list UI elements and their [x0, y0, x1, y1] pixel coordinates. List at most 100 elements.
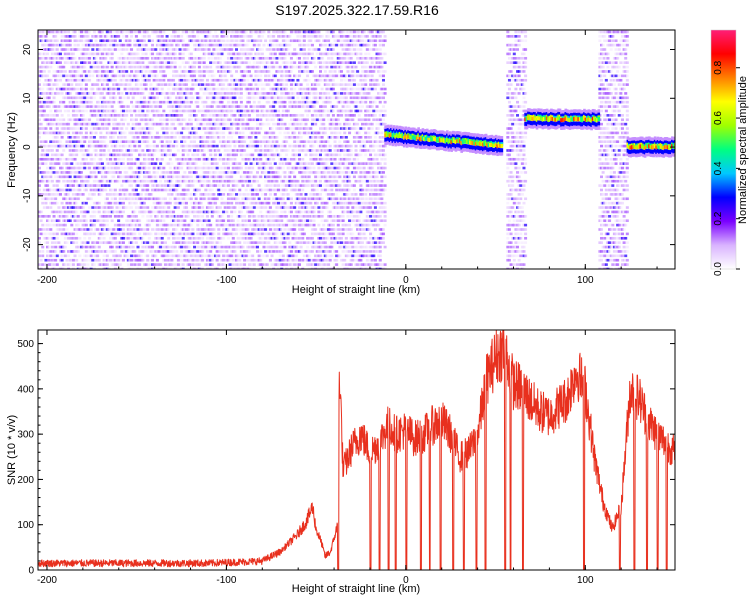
heatmap-cell — [181, 87, 185, 91]
heatmap-cell — [71, 30, 75, 34]
heatmap-cell — [46, 197, 50, 201]
heatmap-cell — [235, 184, 239, 187]
heatmap-cell — [239, 232, 243, 236]
heatmap-cell — [265, 197, 269, 201]
heatmap-cell — [133, 188, 137, 192]
heatmap-cell — [191, 65, 195, 69]
heatmap-cell — [217, 52, 221, 56]
heatmap-cell — [89, 122, 93, 126]
heatmap-cell — [165, 61, 169, 64]
heatmap-cell — [226, 245, 230, 249]
heatmap-cell — [102, 188, 106, 192]
heatmap-cell — [210, 114, 214, 117]
heatmap-cell — [239, 92, 243, 95]
heatmap-cell — [144, 87, 148, 91]
heatmap-cell — [275, 122, 279, 126]
heatmap-cell — [231, 96, 235, 100]
heatmap-cell — [67, 109, 71, 113]
heatmap-cell — [68, 188, 72, 192]
heatmap-cell — [133, 118, 137, 122]
heatmap-cell — [99, 48, 103, 51]
heatmap-cell — [133, 127, 137, 130]
heatmap-cell — [241, 118, 245, 122]
heatmap-cell — [139, 179, 143, 183]
heatmap-cell — [113, 131, 117, 135]
heatmap-cell — [146, 30, 150, 34]
heatmap-cell — [186, 144, 190, 148]
heatmap-cell — [146, 162, 150, 165]
heatmap-cell — [130, 254, 134, 258]
heatmap-cell — [207, 92, 211, 95]
heatmap-cell — [170, 162, 174, 165]
heatmap-cell — [247, 215, 251, 218]
heatmap-cell — [273, 193, 277, 196]
heatmap-cell — [225, 78, 229, 82]
heatmap-cell — [172, 114, 176, 117]
heatmap-cell — [160, 223, 164, 227]
heatmap-cell — [272, 201, 276, 205]
heatmap-cell — [163, 136, 167, 139]
heatmap-cell — [199, 250, 203, 253]
heatmap-cell — [226, 48, 230, 51]
heatmap-cell — [238, 83, 242, 86]
heatmap-cell — [112, 30, 116, 34]
heatmap-cell — [52, 96, 56, 100]
heatmap-cell — [188, 30, 192, 34]
heatmap-cell — [201, 241, 205, 244]
heatmap-cell — [102, 263, 106, 266]
heatmap-cell — [246, 39, 250, 43]
heatmap-cell — [96, 153, 100, 157]
heatmap-cell — [251, 175, 255, 179]
heatmap-cell — [238, 96, 242, 100]
heatmap-cell — [147, 100, 151, 104]
heatmap-cell — [55, 210, 59, 214]
heatmap-cell — [262, 56, 266, 60]
heatmap-cell — [144, 56, 148, 60]
heatmap-cell — [102, 267, 106, 269]
heatmap-cell — [71, 157, 75, 161]
heatmap-cell — [241, 105, 245, 108]
heatmap-cell — [186, 136, 190, 139]
heatmap-cell — [81, 48, 85, 51]
heatmap-cell — [188, 184, 192, 187]
heatmap-cell — [139, 118, 143, 122]
heatmap-cell — [173, 201, 177, 205]
heatmap-cell — [241, 157, 245, 161]
heatmap-cell — [212, 109, 216, 113]
heatmap-cell — [193, 193, 197, 196]
heatmap-cell — [209, 43, 213, 47]
heatmap-cell — [241, 206, 245, 209]
heatmap-cell — [163, 184, 167, 187]
heatmap-cell — [180, 118, 184, 122]
heatmap-cell — [86, 61, 90, 64]
heatmap-cell — [252, 127, 256, 130]
heatmap-cell — [136, 219, 140, 223]
heatmap-cell — [141, 215, 145, 218]
heatmap-cell — [41, 175, 45, 179]
heatmap-cell — [157, 228, 161, 231]
heatmap-cell — [99, 78, 103, 82]
heatmap-cell — [191, 258, 195, 262]
heatmap-cell — [247, 219, 251, 223]
heatmap-cell — [99, 118, 103, 122]
heatmap-cell — [272, 210, 276, 214]
heatmap-cell — [231, 30, 235, 34]
heatmap-cell — [167, 65, 171, 69]
heatmap-cell — [73, 74, 77, 78]
heatmap-cell — [142, 78, 146, 82]
heatmap-cell — [196, 118, 200, 122]
heatmap-cell — [188, 52, 192, 56]
heatmap-cell — [47, 83, 51, 86]
heatmap-cell — [268, 144, 272, 148]
heatmap-cell — [147, 157, 151, 161]
heatmap-cell — [128, 48, 132, 51]
heatmap-cell — [243, 241, 247, 244]
heatmap-cell — [176, 267, 180, 269]
heatmap-cell — [259, 118, 263, 122]
heatmap-cell — [230, 232, 234, 236]
heatmap-cell — [92, 188, 96, 192]
heatmap-cell — [235, 56, 239, 60]
heatmap-cell — [92, 43, 96, 47]
heatmap-cell — [194, 188, 198, 192]
heatmap-cell — [217, 254, 221, 258]
